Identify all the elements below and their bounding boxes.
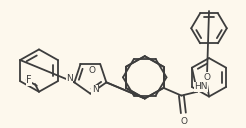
Text: O: O xyxy=(181,117,188,126)
Text: N: N xyxy=(92,85,99,94)
Text: F: F xyxy=(26,75,32,85)
Text: O: O xyxy=(203,73,211,82)
Text: N: N xyxy=(66,74,73,83)
Text: O: O xyxy=(89,66,96,75)
Text: HN: HN xyxy=(194,82,208,91)
